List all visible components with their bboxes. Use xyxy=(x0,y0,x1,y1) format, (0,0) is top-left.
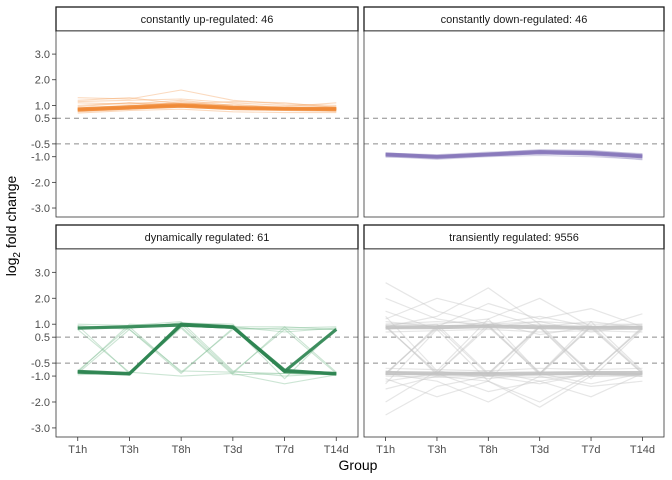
series-line-11 xyxy=(77,323,337,375)
series-line-14 xyxy=(77,324,337,373)
series-line-5 xyxy=(77,108,337,114)
plot-area xyxy=(56,249,358,437)
y-tick-label: -0.5 xyxy=(31,139,50,151)
x-tick-label: T1h xyxy=(68,444,87,456)
series-line-5 xyxy=(385,154,643,160)
y-tick-label: -0.5 xyxy=(31,358,50,370)
main-series-line-2 xyxy=(385,371,643,376)
series-line-14 xyxy=(385,374,643,408)
series-line-4 xyxy=(77,323,337,376)
x-tick-label: T7d xyxy=(275,444,294,456)
y-tick-label: 2.0 xyxy=(35,293,50,305)
y-tick-label: -3.0 xyxy=(31,423,50,435)
main-series-line-2 xyxy=(385,151,643,159)
x-tick-label: T8h xyxy=(172,444,191,456)
series-line-9 xyxy=(385,149,643,156)
main-series-line-3 xyxy=(77,322,338,376)
x-tick-label: T3d xyxy=(223,444,242,456)
panel-border xyxy=(55,30,359,218)
x-tick-label: T1h xyxy=(376,444,395,456)
y-tick-label: 2.0 xyxy=(35,75,50,87)
plot-area xyxy=(364,31,664,217)
x-tick-label: T8h xyxy=(479,444,498,456)
series-line-28 xyxy=(385,367,643,372)
facet-panel-1: constantly up-regulated: 46 3.0 2.0 1.00.5 -… xyxy=(31,6,359,218)
series-line-12 xyxy=(385,370,643,403)
series-line-27 xyxy=(385,328,643,333)
series-line-26 xyxy=(385,375,643,378)
y-axis-title-subscript: 2 xyxy=(12,252,23,258)
x-tick-label: T3h xyxy=(120,444,139,456)
series-line-11 xyxy=(385,297,643,333)
facet-strip xyxy=(55,224,359,250)
y-tick-label: 0.5 xyxy=(35,332,50,344)
series-line-12 xyxy=(77,97,337,109)
y-tick-label: 3.0 xyxy=(35,49,50,61)
y-axis-title-rest: fold change xyxy=(3,176,19,252)
plot-area xyxy=(56,31,358,217)
y-tick-label: 3.0 xyxy=(35,267,50,279)
facet-strip xyxy=(363,224,665,250)
facet-title: constantly up-regulated: 46 xyxy=(141,14,274,26)
series-line-2 xyxy=(385,326,643,376)
facet-strip xyxy=(363,6,665,32)
y-axis-title-main: log xyxy=(3,258,19,277)
y-tick-label: 1.0 xyxy=(35,319,50,331)
facet-panel-2: constantly down-regulated: 46 xyxy=(363,6,665,218)
facet-title: dynamically regulated: 61 xyxy=(145,232,270,244)
series-line-30 xyxy=(385,326,643,385)
series-line-6 xyxy=(77,327,337,375)
y-tick-label: 1.0 xyxy=(35,100,50,112)
panel-border xyxy=(55,248,359,438)
series-line-23 xyxy=(385,324,643,376)
x-tick-label: T14d xyxy=(630,444,655,456)
y-tick-label: -3.0 xyxy=(31,203,50,215)
facet-panels: constantly up-regulated: 463.02.01.00.5-… xyxy=(31,6,665,456)
x-tick-label: T7d xyxy=(582,444,601,456)
series-line-24 xyxy=(385,324,643,376)
x-tick-label: T3d xyxy=(530,444,549,456)
x-tick-label: T14d xyxy=(324,444,349,456)
x-axis-title: Group xyxy=(339,457,378,473)
facet-title: constantly down-regulated: 46 xyxy=(441,14,588,26)
y-tick-label: -2.0 xyxy=(31,397,50,409)
series-line-6 xyxy=(385,324,643,375)
series-line-4 xyxy=(77,98,337,108)
series-line-13 xyxy=(385,297,643,329)
panel-border xyxy=(363,248,665,438)
series-line-16 xyxy=(385,372,643,403)
series-line-29 xyxy=(385,315,643,375)
facet-panel-4: transiently regulated: 9556 T1h T3h T8h T3d T… xyxy=(363,224,665,456)
series-line-10 xyxy=(77,99,337,108)
y-axis-title-group: log2 fold change xyxy=(3,176,23,277)
facet-title: transiently regulated: 9556 xyxy=(449,232,579,244)
main-series-line-1 xyxy=(385,324,643,330)
facet-strip xyxy=(55,6,359,32)
plot-area xyxy=(364,249,664,437)
y-tick-label: -1.0 xyxy=(31,152,50,164)
series-line-6 xyxy=(77,89,337,106)
main-series-line-2 xyxy=(77,103,337,111)
y-tick-label: 0.5 xyxy=(35,113,50,125)
y-axis-title: log2 fold change xyxy=(3,176,23,277)
panel-border xyxy=(363,30,665,218)
series-line-7 xyxy=(77,321,337,377)
y-tick-label: -1.0 xyxy=(31,371,50,383)
facet-panel-3: dynamically regulated: 61 3.0 2.0 1.00.5 -0.… xyxy=(31,224,359,456)
x-tick-label: T3h xyxy=(427,444,446,456)
y-tick-label: -2.0 xyxy=(31,177,50,189)
series-line-25 xyxy=(385,321,643,325)
